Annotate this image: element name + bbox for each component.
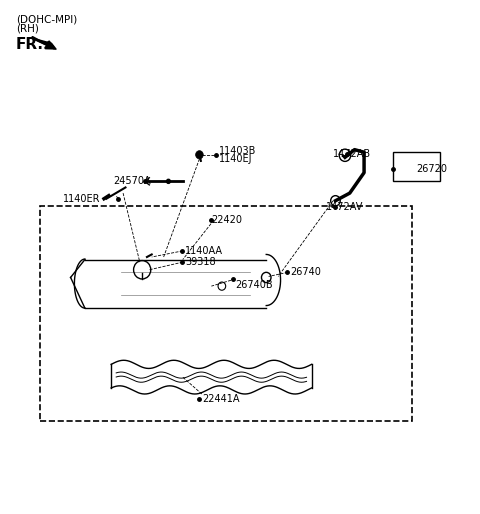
Text: 1472AB: 1472AB (333, 149, 371, 159)
Circle shape (196, 151, 203, 159)
Text: 39318: 39318 (185, 257, 216, 267)
Text: 11403B: 11403B (218, 145, 256, 156)
Bar (393, 152, 441, 181)
Text: FR.: FR. (16, 37, 44, 52)
Text: 22441A: 22441A (202, 394, 240, 404)
Text: (RH): (RH) (16, 23, 38, 33)
Text: 22420: 22420 (211, 215, 242, 225)
Text: 1140AA: 1140AA (185, 246, 223, 256)
Text: 26720: 26720 (417, 163, 447, 174)
Text: 1140ER: 1140ER (63, 194, 101, 204)
Text: (DOHC-MPI): (DOHC-MPI) (16, 14, 77, 24)
Circle shape (167, 179, 170, 183)
Text: 26740: 26740 (290, 267, 321, 278)
Text: 24570A: 24570A (114, 176, 151, 187)
Text: 26740B: 26740B (235, 280, 273, 289)
Text: 1140EJ: 1140EJ (218, 154, 252, 164)
Text: 1472AV: 1472AV (326, 202, 363, 212)
Polygon shape (33, 38, 56, 49)
